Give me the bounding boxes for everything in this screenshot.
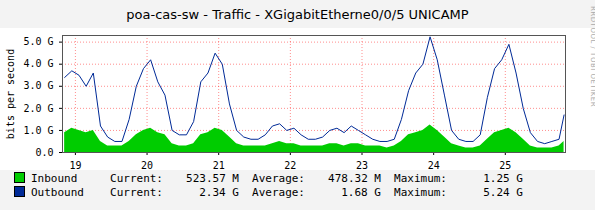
- html-text:poa-cas-sw - Traffic - XGigabi: poa-cas-sw - Traffic - XGigabitEtherne0/…: [126, 7, 469, 22]
- svg-text:21: 21: [213, 160, 225, 170]
- svg-text:3.0 G: 3.0 G: [23, 80, 53, 91]
- html-text:1.68 G: 1.68 G: [341, 186, 381, 199]
- svg-text:4.0 G: 4.0 G: [23, 58, 53, 69]
- svg-text:0.0: 0.0: [35, 147, 53, 158]
- svg-text:24: 24: [428, 160, 440, 170]
- svg-text:23: 23: [356, 160, 368, 170]
- svg-text:1.0 G: 1.0 G: [23, 125, 53, 136]
- html-text:5.24 G: 5.24 G: [483, 186, 523, 199]
- svg-text:19: 19: [69, 160, 81, 170]
- html-text:Average:: Average:: [252, 186, 305, 199]
- html-text:Average:: Average:: [252, 172, 305, 185]
- html-text:1.25 G: 1.25 G: [483, 172, 523, 185]
- html-text:Outbound: Outbound: [31, 186, 84, 199]
- svg-text:22: 22: [284, 160, 296, 170]
- html-text:478.32 M: 478.32 M: [328, 172, 381, 185]
- html-text:2.34 G: 2.34 G: [199, 186, 239, 199]
- svg-text:2.0 G: 2.0 G: [23, 103, 53, 114]
- svg-text:25: 25: [499, 160, 511, 170]
- html-text:Current:: Current:: [110, 186, 163, 199]
- svg-text:5.0 G: 5.0 G: [23, 36, 53, 47]
- html-text:Maximum:: Maximum:: [394, 186, 447, 199]
- html-text:523.57 M: 523.57 M: [186, 172, 239, 185]
- svg-text:bits per second: bits per second: [5, 49, 16, 139]
- html-text:Current:: Current:: [110, 172, 163, 185]
- html-text:Inbound: Inbound: [31, 172, 78, 185]
- svg-text:20: 20: [141, 160, 153, 170]
- html-text:Maximum:: Maximum:: [394, 172, 447, 185]
